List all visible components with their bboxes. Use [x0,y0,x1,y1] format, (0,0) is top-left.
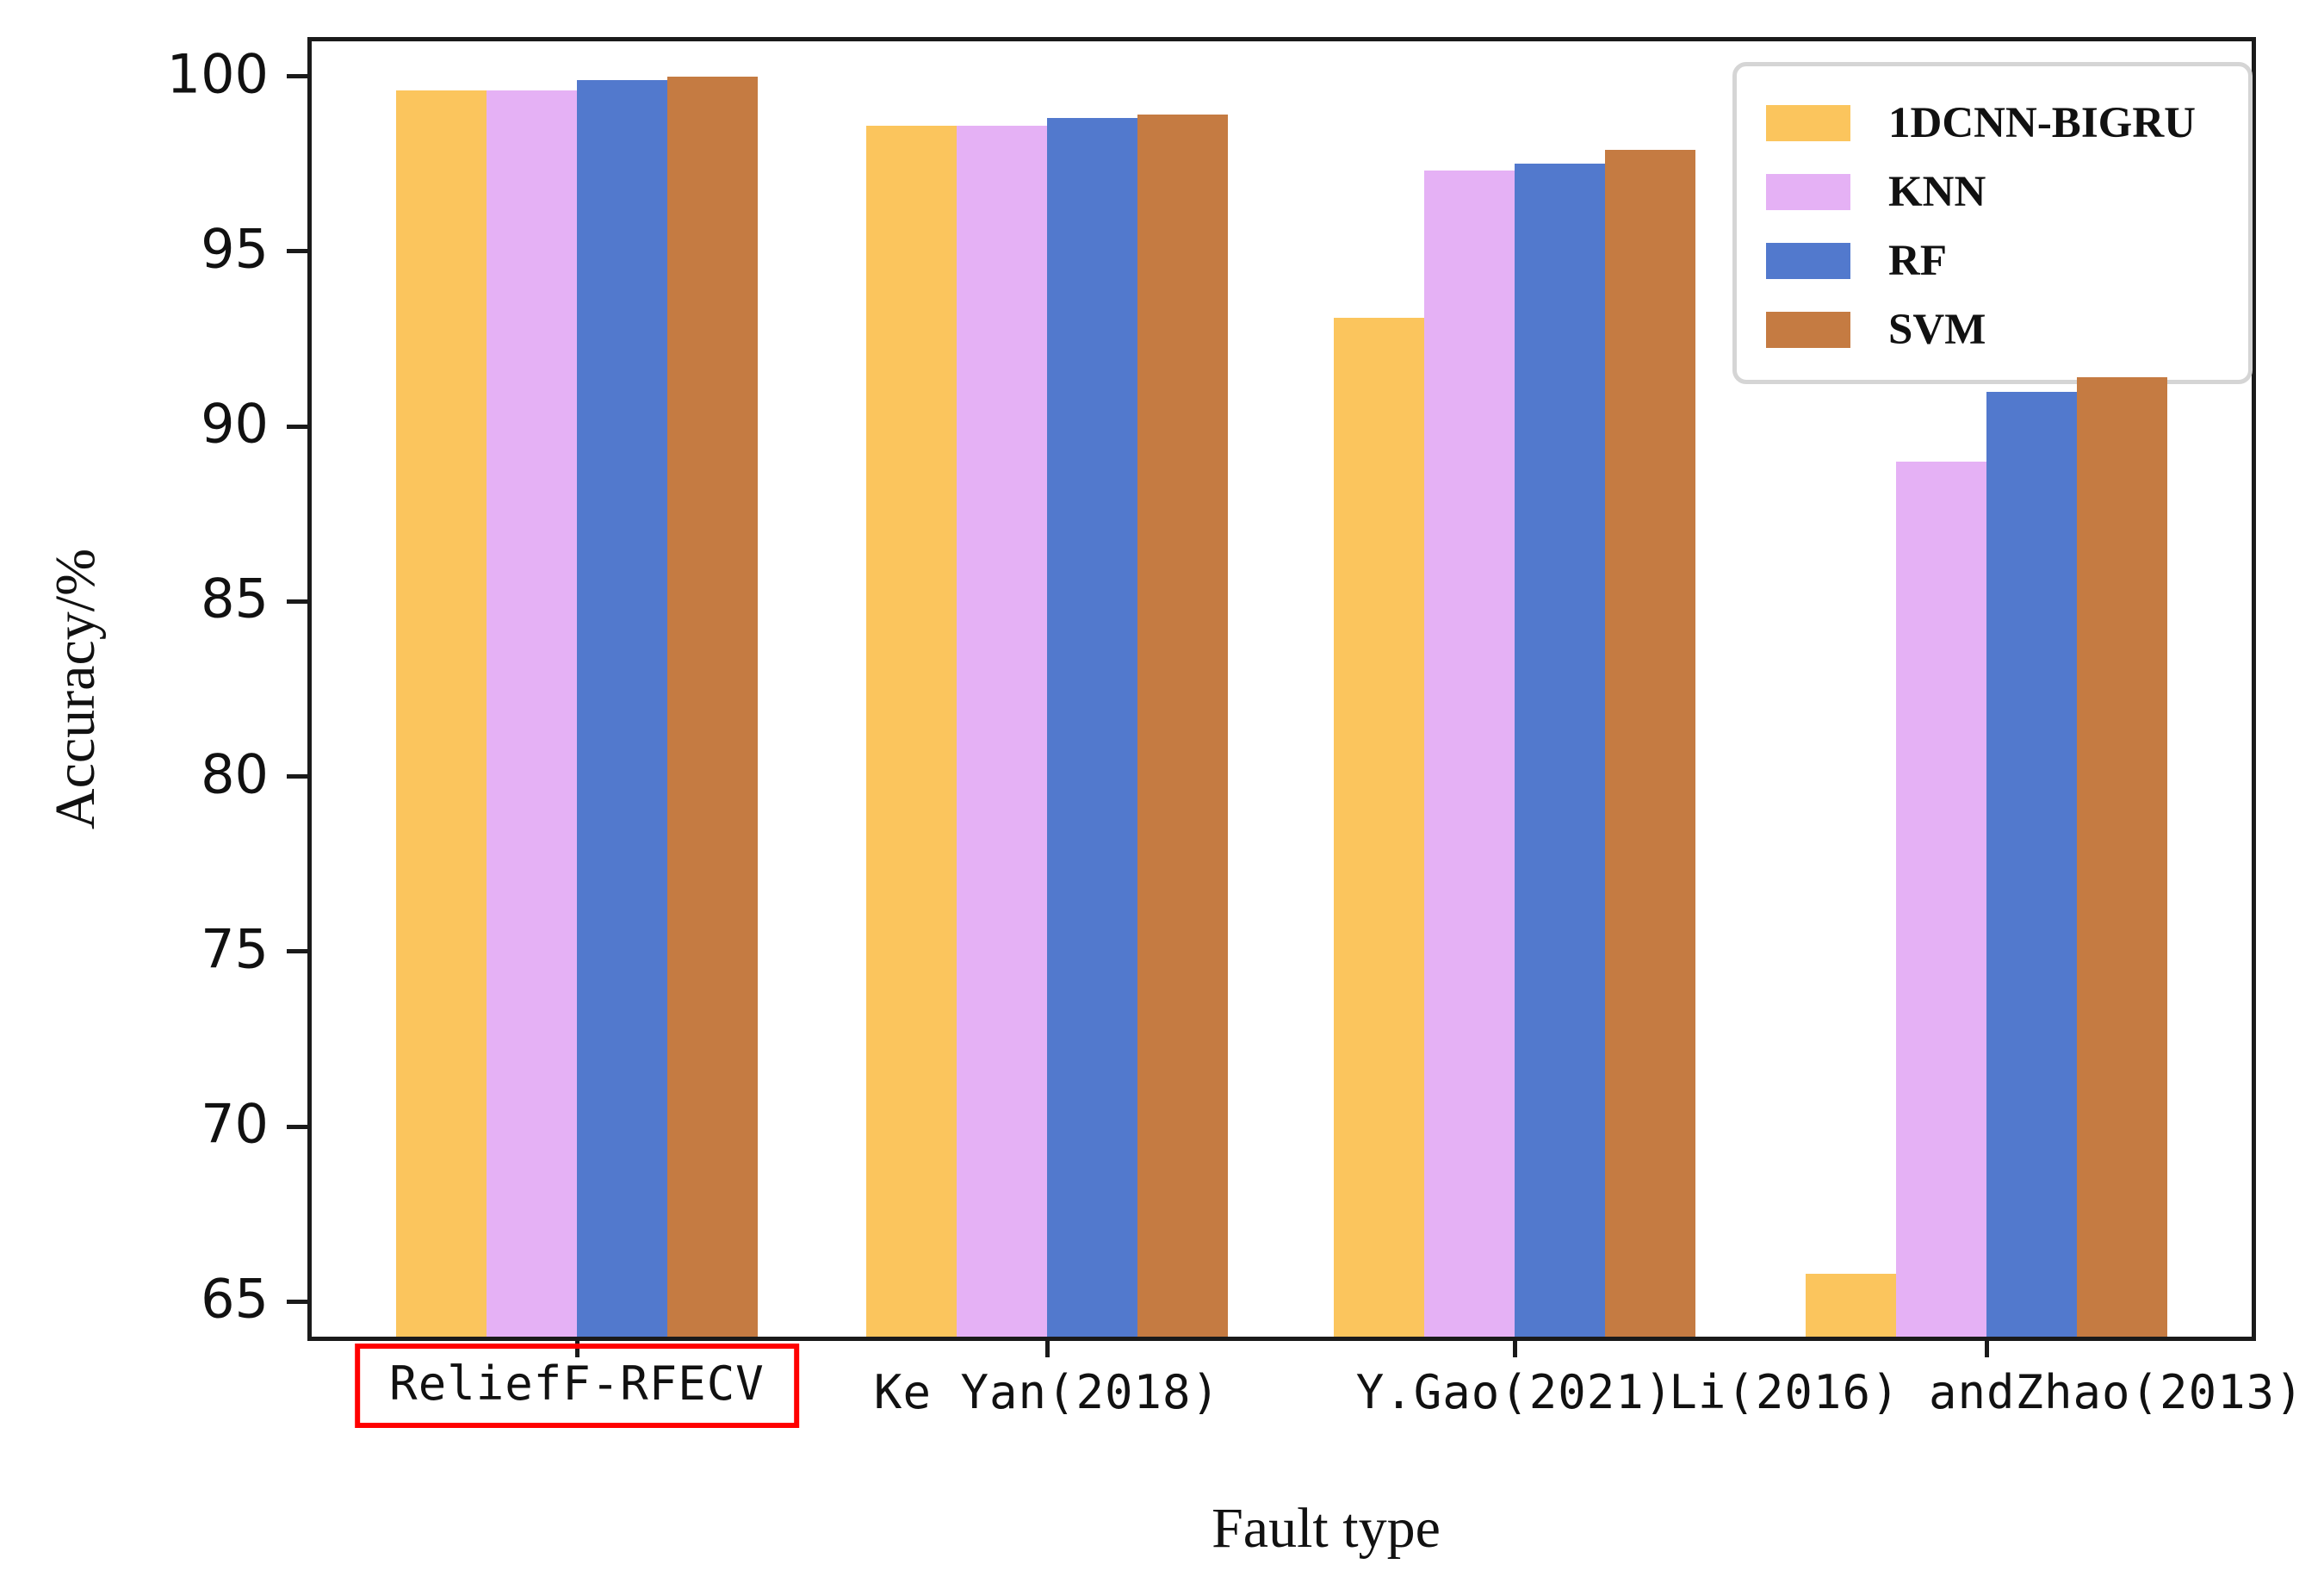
y-tick-label: 100 [166,42,269,106]
y-tick-mark [287,774,307,779]
bar-knn-group2 [957,125,1047,1337]
x-tick-label-group4: Li(2016) andZhao(2013) [1669,1365,2304,1419]
y-tick-mark [287,949,307,954]
y-tick-label: 80 [201,742,269,806]
y-tick-label: 70 [201,1092,269,1156]
bar-rf-group3 [1515,164,1605,1337]
x-tick-mark [1984,1337,1989,1357]
x-axis-label: Fault type [1212,1497,1441,1560]
legend-item-1dcnn-bigru: 1DCNN-BIGRU [1766,89,2222,158]
y-tick-mark [287,1299,307,1304]
bar-1dcnn-bigru-group2 [866,125,957,1337]
y-tick-label: 90 [201,392,269,456]
legend-label: RF [1888,236,1947,285]
bar-knn-group1 [486,90,577,1337]
legend-swatch-knn [1766,174,1850,210]
bar-rf-group4 [1986,391,2077,1337]
bar-knn-group3 [1424,171,1515,1337]
bar-1dcnn-bigru-group4 [1806,1273,1896,1337]
legend-label: 1DCNN-BIGRU [1888,98,2196,147]
bar-rf-group1 [577,79,667,1337]
legend-label: KNN [1888,167,1986,216]
legend-item-svm: SVM [1766,295,2222,364]
legend: 1DCNN-BIGRU KNN RF SVM [1732,62,2253,384]
legend-swatch-svm [1766,312,1850,348]
bar-rf-group2 [1047,118,1137,1337]
legend-label: SVM [1888,305,1986,354]
y-tick-mark [287,424,307,429]
x-tick-mark [1512,1337,1517,1357]
bar-svm-group3 [1605,150,1695,1337]
plot-area: 1DCNN-BIGRU KNN RF SVM 65 70 75 80 85 90 95 100 Rel… [167,37,2303,1429]
x-tick-label-group1: ReliefF-RFECV [355,1344,799,1429]
legend-swatch-rf [1766,243,1850,279]
y-tick-mark [287,1124,307,1129]
legend-swatch-1dcnn-bigru [1766,105,1850,141]
bar-svm-group4 [2077,377,2167,1337]
bar-knn-group4 [1896,461,1986,1337]
bar-svm-group2 [1137,115,1228,1337]
y-tick-label: 95 [201,217,269,281]
y-tick-mark [287,599,307,604]
x-tick-label-group2: Ke Yan(2018) [873,1365,1221,1419]
bar-1dcnn-bigru-group3 [1334,318,1424,1337]
legend-item-rf: RF [1766,227,2222,295]
y-axis-label: Accuracy/% [44,548,107,830]
bar-svm-group1 [667,76,758,1337]
y-tick-label: 85 [201,567,269,630]
y-tick-mark [287,74,307,79]
x-tick-mark [1044,1337,1050,1357]
x-tick-label-group3: Y.Gao(2021) [1355,1365,1674,1419]
y-tick-mark [287,249,307,254]
bar-1dcnn-bigru-group1 [396,90,486,1337]
y-tick-label: 65 [201,1267,269,1331]
legend-item-knn: KNN [1766,158,2222,227]
y-tick-label: 75 [201,917,269,981]
